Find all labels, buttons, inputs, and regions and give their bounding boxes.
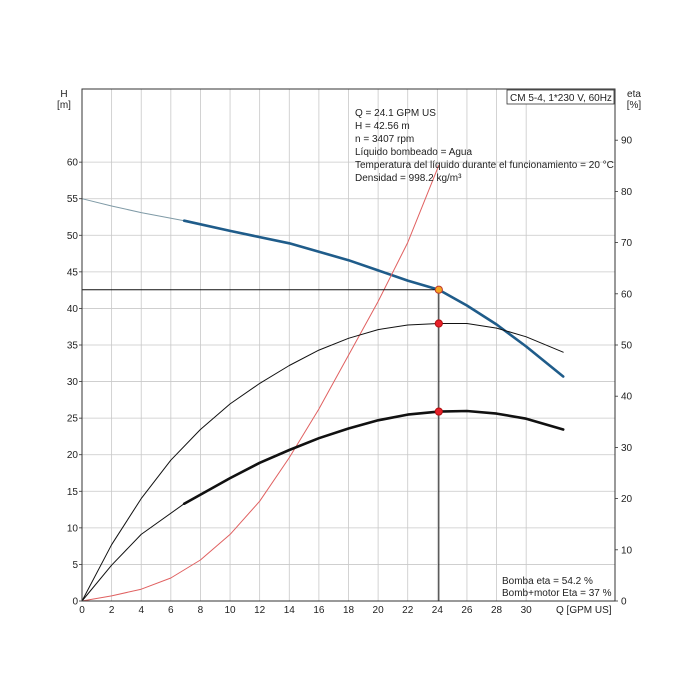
left-axis-name: H: [60, 89, 67, 100]
info-line-density: Densidad = 998.2 kg/m³: [355, 173, 462, 184]
curve-series-0: [81, 198, 185, 222]
x-tick-label: 14: [284, 605, 296, 616]
right-axis-unit: [%]: [627, 100, 642, 111]
x-tick-label: 6: [168, 605, 174, 616]
left-tick-label: 60: [67, 158, 79, 169]
x-tick-label: 12: [254, 605, 266, 616]
tick-labels: 0 2 4 6 8 10 12 14 16 18 20 22 24 26 28 30 Q [GPM US]051…: [67, 136, 633, 616]
x-tick-label: 26: [461, 605, 473, 616]
curve-series-2: [81, 164, 440, 602]
curves: [81, 164, 565, 602]
duty-point-lines: [82, 289, 440, 601]
duty-point-marker-1: [434, 319, 443, 328]
x-tick-label: 10: [224, 605, 236, 616]
x-tick-label: 16: [313, 605, 325, 616]
chart-title: CM 5-4, 1*230 V, 60Hz: [510, 93, 612, 104]
left-tick-label: 25: [67, 414, 79, 425]
left-tick-label: 15: [67, 487, 79, 498]
right-tick-label: 60: [621, 289, 633, 300]
curve-series-3: [81, 323, 564, 602]
info-line-head: H = 42.56 m: [355, 121, 410, 132]
right-tick-label: 90: [621, 136, 633, 147]
left-tick-label: 55: [67, 194, 79, 205]
right-tick-label: 10: [621, 545, 633, 556]
left-axis-unit: [m]: [57, 100, 71, 111]
right-tick-label: 50: [621, 341, 633, 352]
x-tick-label: 4: [138, 605, 144, 616]
right-tick-label: 40: [621, 392, 633, 403]
info-line-flow: Q = 24.1 GPM US: [355, 108, 436, 119]
info-line-liquid: Líquido bombeado = Agua: [355, 147, 472, 158]
left-tick-label: 5: [72, 560, 78, 571]
pump-efficiency-text: Bomba eta = 54.2 %: [502, 576, 593, 587]
x-tick-label: 2: [109, 605, 115, 616]
curve-series-4: [81, 503, 185, 602]
right-tick-label: 20: [621, 494, 633, 505]
left-tick-label: 40: [67, 304, 79, 315]
duty-point-marker-2: [434, 407, 443, 416]
right-tick-label: 30: [621, 443, 633, 454]
x-tick-label: 30: [521, 605, 533, 616]
title-box: CM 5-4, 1*230 V, 60Hz: [506, 89, 615, 105]
curve-series-5: [182, 409, 565, 506]
operating-info: Q = 24.1 GPM US H = 42.56 m n = 3407 rpm…: [355, 108, 614, 184]
right-tick-label: 70: [621, 238, 633, 249]
x-tick-label: 18: [343, 605, 355, 616]
efficiency-info: Bomba eta = 54.2 % Bomb+motor Eta = 37 %: [502, 576, 612, 599]
left-tick-label: 0: [72, 597, 78, 608]
info-line-speed: n = 3407 rpm: [355, 134, 414, 145]
duty-point-marker-0: [434, 285, 443, 294]
gridlines: [81, 89, 615, 602]
x-tick-label: 28: [491, 605, 503, 616]
x-axis-label: Q [GPM US]: [556, 605, 612, 616]
pump-motor-efficiency-text: Bomb+motor Eta = 37 %: [502, 588, 612, 599]
x-tick-label: 8: [198, 605, 204, 616]
x-tick-label: 0: [79, 605, 85, 616]
x-tick-label: 22: [402, 605, 414, 616]
duty-point-markers: [434, 285, 443, 416]
curve-series-1: [182, 219, 565, 378]
left-tick-label: 35: [67, 341, 79, 352]
left-tick-label: 50: [67, 231, 79, 242]
left-tick-label: 10: [67, 523, 79, 534]
right-tick-label: 0: [621, 597, 627, 608]
title-box-frame: [506, 89, 615, 105]
x-tick-label: 24: [432, 605, 444, 616]
left-tick-label: 20: [67, 450, 79, 461]
x-tick-label: 20: [373, 605, 385, 616]
right-tick-label: 80: [621, 187, 633, 198]
left-tick-label: 45: [67, 267, 79, 278]
info-line-temperature: Temperatura del líquido durante el funci…: [355, 160, 614, 171]
right-axis-name: eta: [627, 89, 641, 100]
left-tick-label: 30: [67, 377, 79, 388]
